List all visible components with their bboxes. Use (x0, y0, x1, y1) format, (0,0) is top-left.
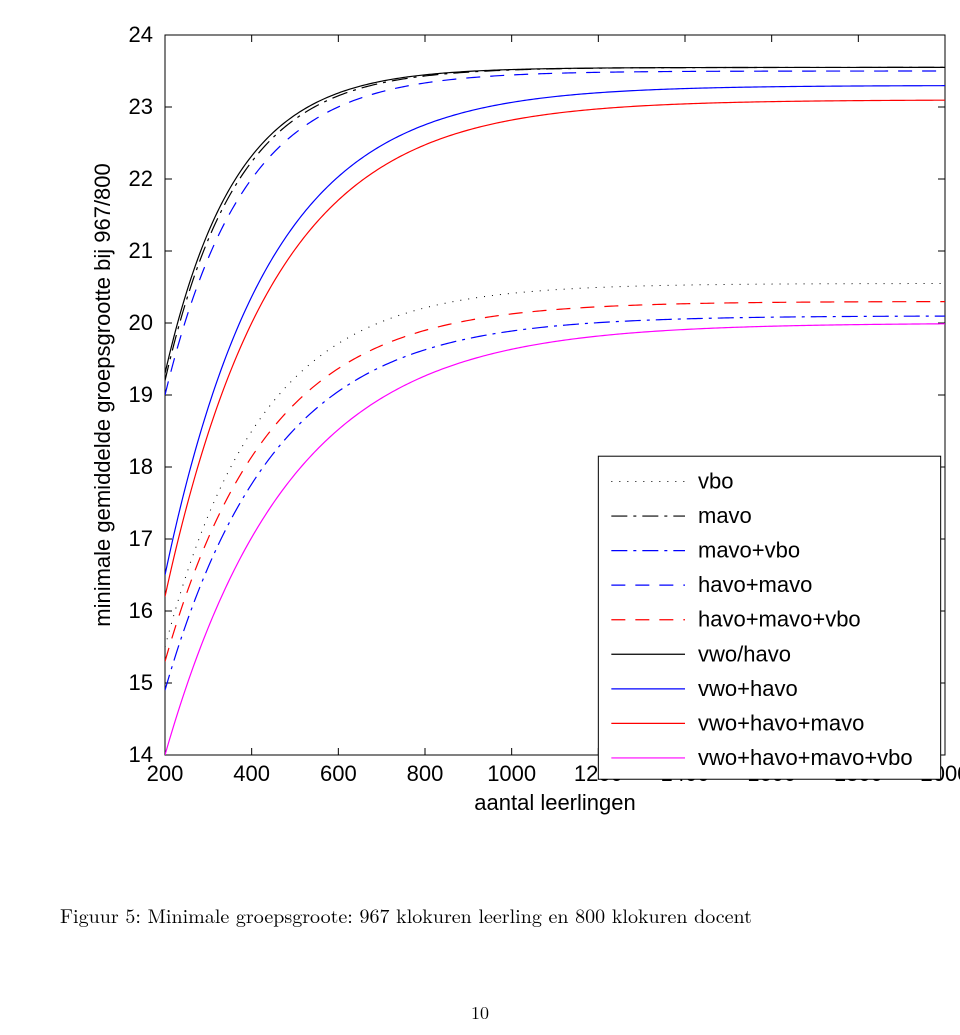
svg-text:aantal leerlingen: aantal leerlingen (474, 790, 635, 815)
legend-label-vwo+havo+mavo+vbo: vwo+havo+mavo+vbo (698, 745, 913, 770)
svg-text:24: 24 (129, 22, 153, 47)
svg-text:16: 16 (129, 598, 153, 623)
line-chart: 2004006008001000120014001600180020001415… (0, 10, 960, 830)
figure-caption: Figuur 5: Minimale groepsgroote: 967 klo… (0, 900, 960, 929)
legend-label-havo+mavo+vbo: havo+mavo+vbo (698, 607, 861, 632)
legend-label-mavo+vbo: mavo+vbo (698, 538, 800, 563)
svg-text:minimale gemiddelde groepsgroo: minimale gemiddelde groepsgrootte bij 96… (90, 163, 115, 627)
svg-text:15: 15 (129, 670, 153, 695)
svg-text:19: 19 (129, 382, 153, 407)
legend-label-vwo+havo+mavo: vwo+havo+mavo (698, 710, 864, 735)
legend-label-vbo: vbo (698, 468, 733, 493)
legend-label-mavo: mavo (698, 503, 752, 528)
legend-label-vwo+havo: vwo+havo (698, 676, 798, 701)
svg-text:18: 18 (129, 454, 153, 479)
svg-text:600: 600 (320, 761, 357, 786)
svg-text:22: 22 (129, 166, 153, 191)
page-number: 10 (0, 1000, 960, 1025)
svg-text:400: 400 (233, 761, 270, 786)
series-mavo (165, 67, 945, 380)
legend-label-havo+mavo: havo+mavo (698, 572, 812, 597)
legend-label-vwo/havo: vwo/havo (698, 641, 791, 666)
svg-text:800: 800 (407, 761, 444, 786)
chart-container: 2004006008001000120014001600180020001415… (0, 10, 960, 830)
svg-text:21: 21 (129, 238, 153, 263)
svg-text:14: 14 (129, 742, 153, 767)
series-havo+mavo (165, 71, 945, 395)
svg-text:17: 17 (129, 526, 153, 551)
svg-text:20: 20 (129, 310, 153, 335)
svg-text:1000: 1000 (487, 761, 536, 786)
svg-text:23: 23 (129, 94, 153, 119)
